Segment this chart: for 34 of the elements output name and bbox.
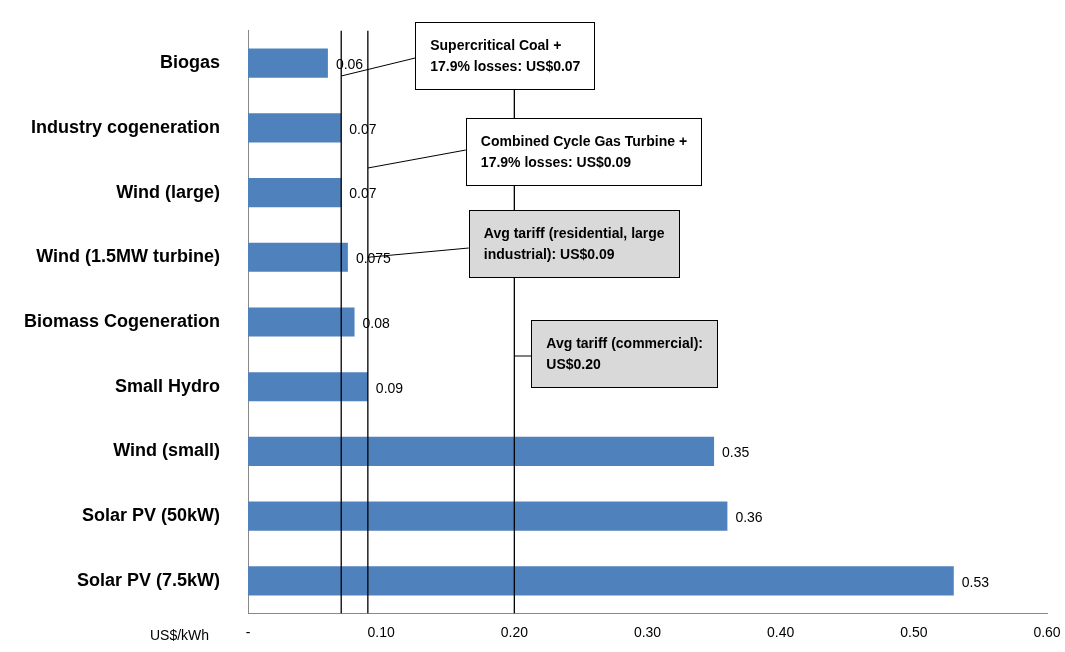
- x-tick-label: 0.60: [1033, 624, 1061, 641]
- ref-line-label: Avg tariff (commercial): US$0.20: [531, 320, 718, 388]
- bar: [248, 48, 328, 78]
- x-tick-label: 0.30: [633, 624, 662, 641]
- y-tick-label: Biogas: [159, 52, 220, 73]
- y-tick-label: Solar PV (50kW): [81, 505, 220, 526]
- bar: [248, 113, 342, 143]
- bar: [248, 436, 715, 466]
- bar: [248, 242, 348, 272]
- y-tick-label: Solar PV (7.5kW): [76, 569, 220, 590]
- x-tick-label: 0.10: [367, 624, 395, 641]
- bar: [248, 178, 342, 208]
- bar: [248, 501, 728, 531]
- y-tick-label: Biomass Cogeneration: [23, 310, 220, 331]
- x-tick-label: 0.20: [500, 624, 529, 641]
- ref-line-label: Supercritical Coal + 17.9% losses: US$0.07: [415, 22, 596, 90]
- x-tick-label: 0.50: [900, 624, 928, 641]
- x-tick-label: 0.40: [767, 624, 795, 641]
- y-tick-label: Wind (large): [116, 181, 220, 202]
- y-tick-label: Wind (small): [113, 440, 220, 461]
- data-label: 0.53: [961, 573, 990, 590]
- ref-line-label: Combined Cycle Gas Turbine + 17.9% losses: US$0.09: [465, 118, 703, 186]
- data-label: 0.09: [375, 379, 404, 396]
- bar: [248, 307, 355, 337]
- x-tick-label: -: [245, 624, 251, 641]
- x-axis-title: US$/kWh: [150, 627, 210, 644]
- y-tick-label: Small Hydro: [114, 375, 220, 396]
- y-tick-label: Industry cogeneration: [30, 116, 220, 137]
- data-label: 0.36: [735, 508, 763, 525]
- bar: [248, 566, 954, 596]
- bar: [248, 372, 368, 402]
- data-label: 0.35: [722, 444, 750, 461]
- annotation: Avg tariff (residential, large industrial): US$0.09: [468, 210, 680, 278]
- y-tick-label: Wind (1.5MW turbine): [36, 246, 220, 267]
